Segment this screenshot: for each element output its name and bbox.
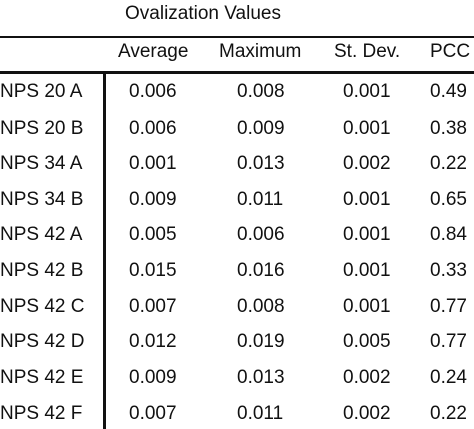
pcc-cell: 0.22: [430, 153, 467, 174]
pcc-cell: 0.77: [430, 296, 467, 317]
row-label: NPS 42 E: [0, 367, 84, 388]
table-row: NPS 42 D 0.012 0.019 0.005 0.77: [0, 330, 474, 354]
pcc-cell: 0.22: [430, 403, 467, 424]
maximum-cell: 0.016: [237, 260, 285, 281]
table-row: NPS 42 E 0.009 0.013 0.002 0.24: [0, 366, 474, 390]
st-dev-cell: 0.001: [343, 260, 391, 281]
table-row: NPS 34 A 0.001 0.013 0.002 0.22: [0, 152, 474, 176]
row-label: NPS 20 A: [0, 81, 83, 102]
pcc-cell: 0.77: [430, 331, 467, 352]
maximum-cell: 0.013: [237, 367, 285, 388]
header-pcc: PCC: [430, 41, 471, 62]
table-row: NPS 20 B 0.006 0.009 0.001 0.38: [0, 117, 474, 141]
maximum-cell: 0.009: [237, 118, 285, 139]
maximum-cell: 0.013: [237, 153, 285, 174]
row-label: NPS 42 D: [0, 331, 85, 352]
average-cell: 0.005: [129, 224, 177, 245]
maximum-cell: 0.011: [237, 189, 284, 210]
table-row: NPS 42 C 0.007 0.008 0.001 0.77: [0, 295, 474, 319]
average-cell: 0.012: [129, 331, 177, 352]
st-dev-cell: 0.002: [343, 153, 391, 174]
maximum-cell: 0.008: [237, 296, 285, 317]
average-cell: 0.007: [129, 296, 177, 317]
average-cell: 0.009: [129, 367, 177, 388]
maximum-cell: 0.006: [237, 224, 285, 245]
average-cell: 0.007: [129, 403, 177, 424]
pcc-cell: 0.49: [430, 81, 467, 102]
header-row: Average Maximum St. Dev. PCC: [0, 40, 474, 64]
st-dev-cell: 0.001: [343, 118, 391, 139]
average-cell: 0.001: [129, 153, 177, 174]
row-label: NPS 34 B: [0, 189, 84, 210]
top-rule: [0, 36, 474, 38]
table-row: NPS 20 A 0.006 0.008 0.001 0.49: [0, 80, 474, 104]
maximum-cell: 0.008: [237, 81, 285, 102]
average-cell: 0.006: [129, 81, 177, 102]
st-dev-cell: 0.001: [343, 189, 391, 210]
maximum-cell: 0.011: [237, 403, 284, 424]
average-cell: 0.006: [129, 118, 177, 139]
row-label: NPS 20 B: [0, 118, 84, 139]
st-dev-cell: 0.002: [343, 367, 391, 388]
header-maximum: Maximum: [219, 41, 302, 62]
maximum-cell: 0.019: [237, 331, 285, 352]
table-row: NPS 42 F 0.007 0.011 0.002 0.22: [0, 402, 474, 426]
stub-column-rule: [103, 71, 106, 429]
row-label: NPS 42 C: [0, 296, 85, 317]
row-label: NPS 42 F: [0, 403, 83, 424]
header-average: Average: [118, 41, 189, 62]
st-dev-cell: 0.005: [343, 331, 391, 352]
table-caption: Ovalization Values: [125, 3, 281, 24]
table-row: NPS 42 B 0.015 0.016 0.001 0.33: [0, 259, 474, 283]
average-cell: 0.009: [129, 189, 177, 210]
average-cell: 0.015: [129, 260, 177, 281]
st-dev-cell: 0.002: [343, 403, 391, 424]
st-dev-cell: 0.001: [343, 81, 391, 102]
header-st-dev: St. Dev.: [334, 41, 401, 62]
pcc-cell: 0.33: [430, 260, 467, 281]
st-dev-cell: 0.001: [343, 224, 391, 245]
row-label: NPS 34 A: [0, 153, 83, 174]
row-label: NPS 42 B: [0, 260, 84, 281]
pcc-cell: 0.84: [430, 224, 467, 245]
pcc-cell: 0.24: [430, 367, 467, 388]
table-row: NPS 34 B 0.009 0.011 0.001 0.65: [0, 188, 474, 212]
pcc-cell: 0.38: [430, 118, 467, 139]
row-label: NPS 42 A: [0, 224, 83, 245]
pcc-cell: 0.65: [430, 189, 467, 210]
table-row: NPS 42 A 0.005 0.006 0.001 0.84: [0, 223, 474, 247]
header-rule: [0, 71, 474, 74]
st-dev-cell: 0.001: [343, 296, 391, 317]
